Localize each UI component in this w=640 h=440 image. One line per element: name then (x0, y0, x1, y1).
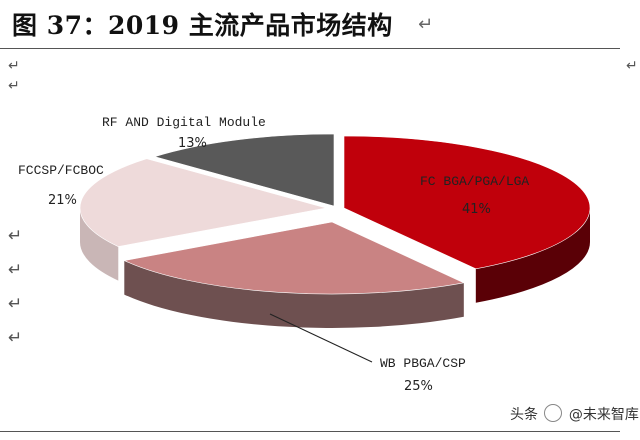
slice-label-fccsp: FCCSP/FCBOC (18, 163, 104, 178)
watermark-account: @未来智库 (568, 407, 639, 423)
wechat-icon (544, 404, 563, 422)
pie-slice-rf-digital (153, 133, 335, 207)
return-mark: ↵ (418, 14, 434, 35)
return-mark: ↵ (8, 328, 23, 348)
return-mark: ↵ (8, 294, 23, 314)
return-mark: ↵ (8, 226, 23, 246)
pie-slice-fc-bga (343, 135, 591, 270)
pie-slice-fccsp (79, 158, 327, 247)
slice-label-wb-pbga: WB PBGA/CSP (380, 356, 466, 371)
pie-top-layer (79, 133, 591, 295)
watermark: 头条 @未来智库 (510, 404, 639, 424)
pie-side-fc-bga (475, 208, 590, 303)
watermark-prefix: 头条 (510, 407, 538, 423)
slice-pct-fccsp: 21% (48, 193, 77, 208)
pie-depth-layer (80, 208, 590, 328)
pie-side-fccsp (80, 208, 119, 281)
return-mark: ↵ (626, 58, 638, 74)
top-rule (0, 48, 620, 49)
slice-pct-fc-bga: 41% (462, 202, 491, 217)
slice-label-fc-bga: FC BGA/PGA/LGA (420, 174, 529, 189)
return-mark: ↵ (8, 260, 23, 280)
figure-title: 图 37：2019 主流产品市场结构 (12, 11, 393, 40)
slice-pct-wb-pbga: 25% (404, 379, 433, 394)
pie-side-wb-pbga (124, 260, 464, 328)
leader-line (269, 313, 373, 363)
pie-slice-wb-pbga (123, 221, 465, 295)
return-mark: ↵ (8, 58, 20, 74)
slice-pct-rf-digital: 13% (178, 136, 207, 151)
return-mark: ↵ (8, 78, 20, 94)
slice-label-rf-digital: RF AND Digital Module (102, 115, 266, 130)
bottom-rule (0, 431, 620, 432)
